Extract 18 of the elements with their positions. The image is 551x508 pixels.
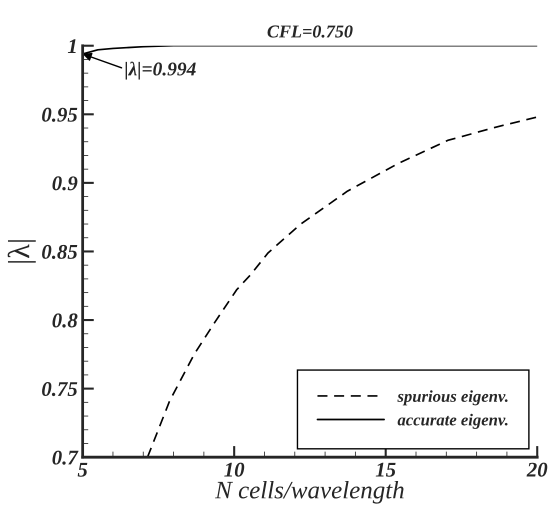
y-tick-label: 0.95: [42, 108, 78, 122]
y-tick-label: 0.7: [52, 450, 78, 465]
x-tick-label: 15: [376, 462, 396, 477]
y-tick-label: 0.75: [42, 382, 78, 396]
line-series: [146, 116, 538, 458]
x-tick-label: 10: [224, 462, 244, 477]
y-tick-label: 0.9: [52, 176, 78, 190]
chart-title: CFL=0.750: [268, 25, 353, 38]
legend-label: accurate eigenv.: [398, 414, 508, 429]
legend-label: spurious eigenv.: [397, 390, 508, 406]
y-tick-label: 1: [68, 39, 76, 53]
y-axis-title: |λ|: [8, 240, 36, 263]
x-tick-label: 20: [526, 462, 548, 477]
y-tick-label: 0.8: [52, 313, 78, 328]
x-axis-title: N cells/wavelength: [214, 480, 404, 504]
annotation: |λ|=0.994: [126, 62, 196, 80]
y-tick-label: 0.85: [42, 244, 78, 259]
x-tick-label: 5: [78, 462, 88, 477]
